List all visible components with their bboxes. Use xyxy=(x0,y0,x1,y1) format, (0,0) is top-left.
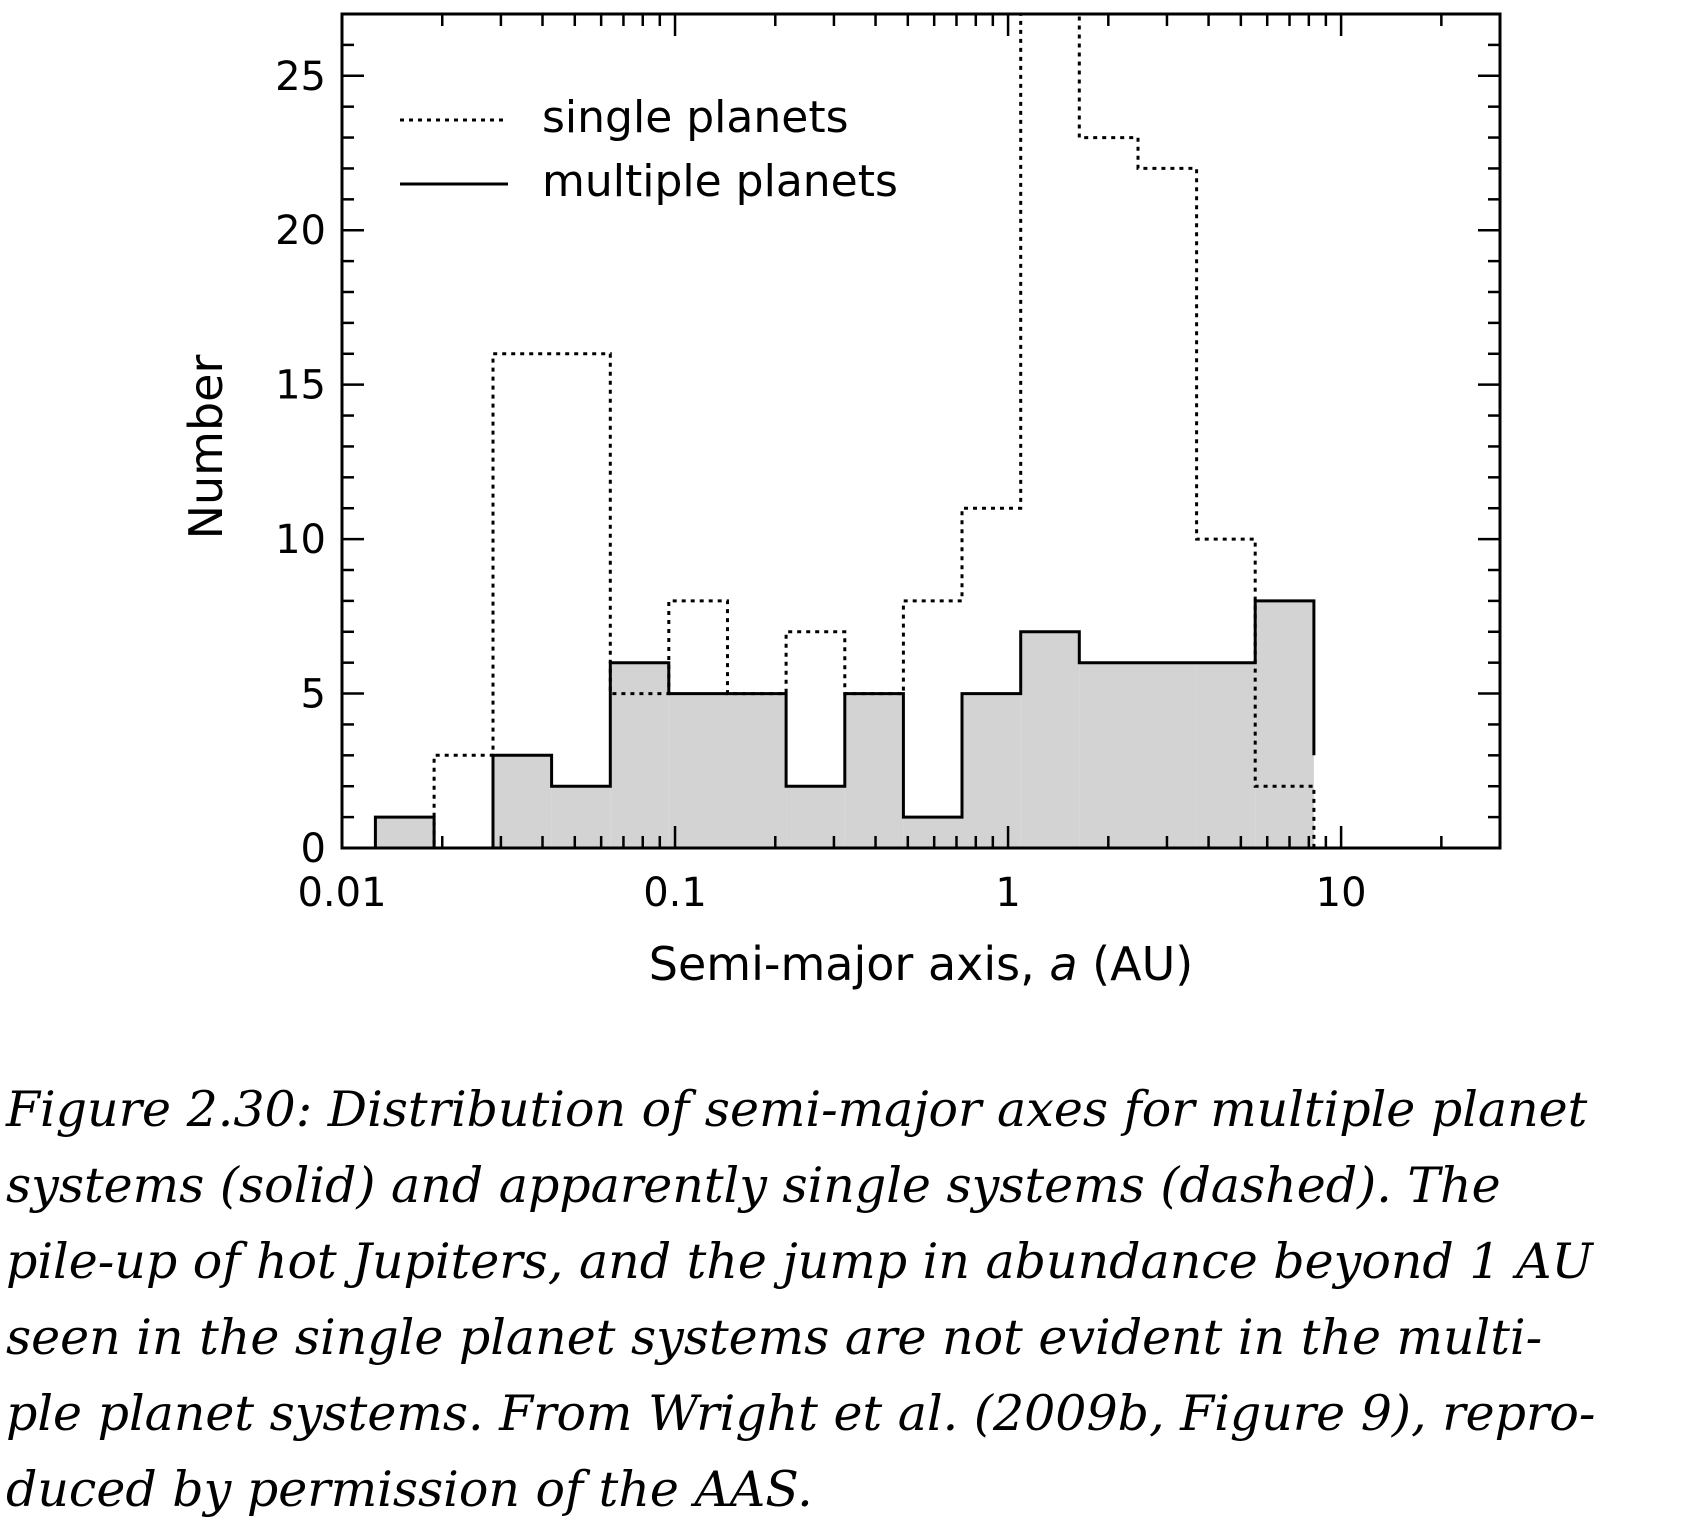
multiple-planets-bar xyxy=(492,755,552,848)
single-planets-series xyxy=(375,14,1316,848)
x-tick-label: 10 xyxy=(1316,870,1367,916)
caption-line: ple planet systems. From Wright et al. (… xyxy=(6,1385,1596,1442)
multiple-planets-bar xyxy=(962,693,1021,848)
multiple-planets-bar xyxy=(375,817,435,848)
y-tick-label: 20 xyxy=(275,208,326,254)
y-tick-label: 15 xyxy=(275,363,326,409)
histogram-chart: 0 5 10 15 20 25 0.01 0.1 1 10 Number Semi-major a… xyxy=(179,12,1502,991)
multiple-planets-bar xyxy=(1137,662,1197,848)
multiple-planets-bar xyxy=(668,693,728,848)
multiple-planets-bar xyxy=(786,786,845,848)
x-axis-title: Semi-major axis, a (AU) xyxy=(649,937,1193,991)
y-axis-title: Number xyxy=(179,355,233,540)
single-planets-line xyxy=(375,14,1316,848)
multiple-planets-bar xyxy=(727,693,787,848)
x-tick-label: 0.1 xyxy=(643,870,707,916)
caption-line: seen in the single planet systems are no… xyxy=(6,1309,1543,1366)
multiple-planets-bar xyxy=(1255,600,1314,848)
multiple-planets-bar xyxy=(1020,631,1080,848)
figure-caption: Figure 2.30: Distribution of semi-major … xyxy=(6,1072,1686,1528)
multiple-planets-bar xyxy=(903,817,963,848)
y-tick-label: 25 xyxy=(275,54,326,100)
multiple-planets-bar xyxy=(610,662,669,848)
x-tick-label: 1 xyxy=(995,870,1020,916)
caption-line: Figure 2.30: Distribution of semi-major … xyxy=(6,1081,1588,1138)
plot-frame xyxy=(340,12,1502,850)
axis-ticks xyxy=(340,12,1502,850)
y-tick-label: 10 xyxy=(275,517,326,563)
legend-label-multiple: multiple planets xyxy=(542,156,898,207)
x-tick-label: 0.01 xyxy=(297,870,386,916)
caption-line: pile-up of hot Jupiters, and the jump in… xyxy=(6,1233,1593,1290)
y-tick-label: 0 xyxy=(301,826,326,872)
caption-line: systems (solid) and apparently single sy… xyxy=(6,1157,1501,1214)
multiple-planets-bar xyxy=(844,693,904,848)
multiple-planets-bar xyxy=(1079,662,1138,848)
multiple-planets-bar xyxy=(1196,662,1256,848)
y-tick-label: 5 xyxy=(301,672,326,718)
tick-labels: 0 5 10 15 20 25 0.01 0.1 1 10 xyxy=(275,54,1366,916)
legend: single planets multiple planets xyxy=(400,92,898,207)
legend-label-single: single planets xyxy=(542,92,849,143)
caption-line: duced by permission of the AAS. xyxy=(6,1461,813,1518)
